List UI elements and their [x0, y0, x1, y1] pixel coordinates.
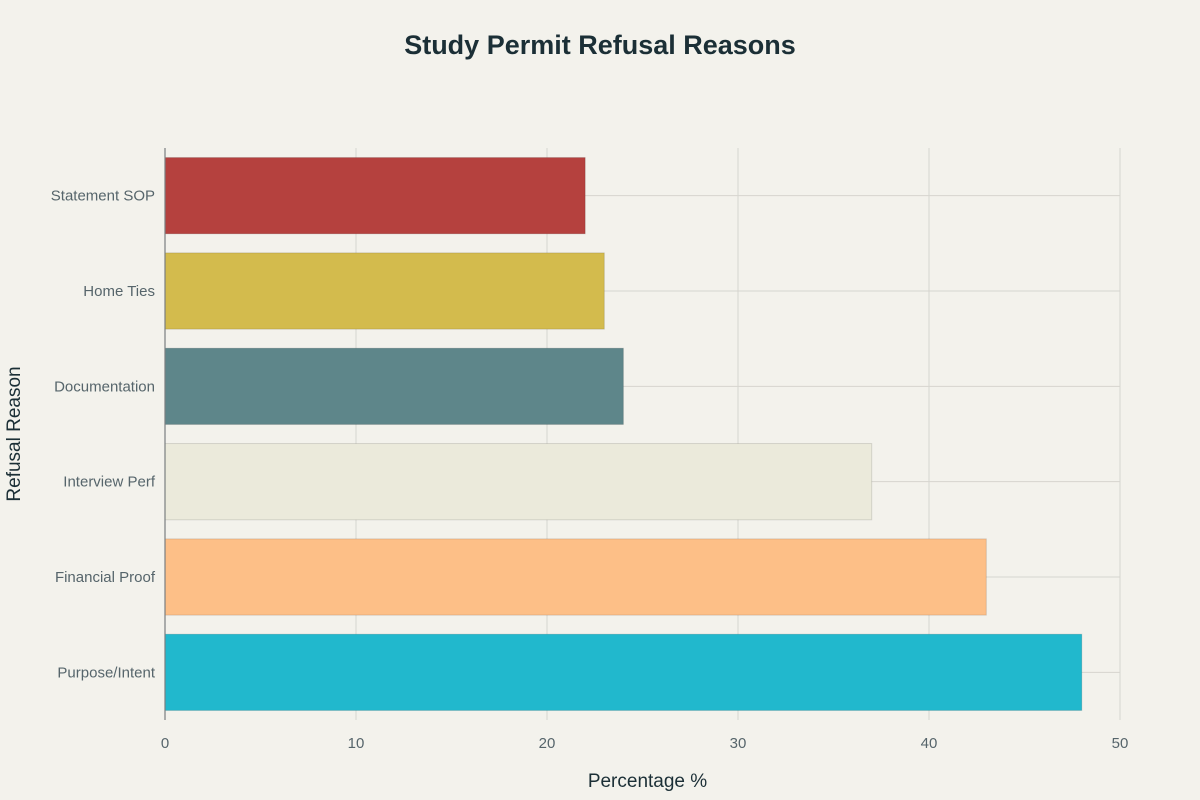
- chart-title: Study Permit Refusal Reasons: [404, 30, 796, 60]
- y-tick-label: Documentation: [54, 378, 155, 395]
- bar-financial-proof: [164, 538, 987, 616]
- x-tick-label: 50: [1112, 735, 1129, 752]
- x-tick-label: 0: [161, 735, 169, 752]
- y-tick-label: Statement SOP: [51, 188, 155, 205]
- x-tick-label: 30: [730, 735, 747, 752]
- y-tick-label: Interview Perf: [63, 474, 156, 491]
- y-tick-label: Financial Proof: [55, 569, 156, 586]
- y-tick-label: Purpose/Intent: [57, 664, 155, 681]
- x-axis-title: Percentage %: [588, 771, 707, 792]
- bar-home-ties: [164, 252, 605, 330]
- bar-documentation: [164, 347, 624, 425]
- y-tick-label: Home Ties: [83, 283, 155, 300]
- x-tick-label: 40: [921, 735, 938, 752]
- bar-statement-sop: [164, 157, 586, 235]
- x-tick-label: 10: [348, 735, 365, 752]
- bar-interview-perf: [164, 443, 873, 521]
- bar-purpose-intent: [164, 633, 1083, 711]
- y-axis-title: Refusal Reason: [4, 366, 25, 501]
- x-tick-label: 20: [539, 735, 556, 752]
